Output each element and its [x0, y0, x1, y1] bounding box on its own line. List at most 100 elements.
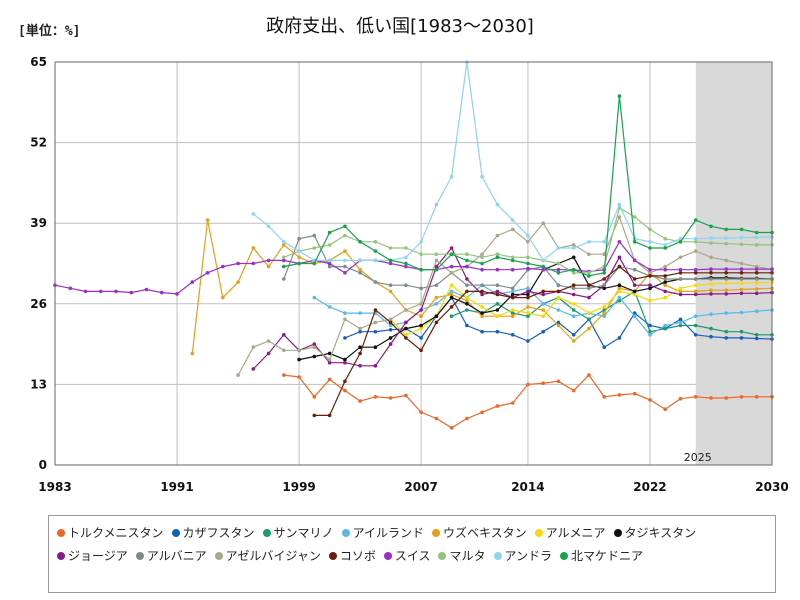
data-point: [343, 317, 347, 322]
data-point: [312, 345, 317, 350]
data-point: [602, 314, 606, 319]
legend-swatch: [214, 552, 223, 560]
data-point: [724, 271, 728, 275]
data-point: [282, 258, 286, 263]
data-point: [541, 221, 545, 225]
data-point: [754, 280, 759, 285]
data-point: [739, 395, 744, 399]
data-point: [114, 289, 118, 294]
data-point: [678, 255, 683, 260]
data-point: [343, 264, 347, 269]
data-point: [571, 267, 576, 272]
data-point: [526, 382, 530, 387]
data-point: [434, 252, 439, 256]
data-point: [434, 283, 439, 288]
data-point: [404, 336, 408, 340]
data-point: [693, 292, 698, 297]
data-point: [343, 233, 347, 238]
data-point: [709, 292, 713, 296]
data-point: [266, 339, 271, 343]
data-point: [251, 367, 256, 371]
forecast-label: 2025: [684, 451, 712, 464]
data-point: [129, 290, 134, 295]
data-point: [495, 252, 500, 256]
data-point: [541, 289, 545, 294]
data-point: [648, 398, 652, 402]
data-point: [510, 333, 515, 337]
data-point: [434, 302, 439, 306]
legend-label: アゼルバイジャン: [225, 549, 321, 563]
data-point: [465, 302, 469, 306]
data-point: [449, 289, 454, 294]
data-point: [632, 277, 637, 281]
data-point: [373, 364, 378, 368]
legend-swatch: [534, 529, 543, 537]
data-point: [404, 326, 408, 331]
data-point: [327, 261, 332, 266]
legend-entry: ジョージア: [57, 548, 128, 564]
legend-swatch: [613, 529, 622, 537]
data-point: [587, 326, 591, 331]
data-point: [327, 357, 332, 362]
data-point: [556, 271, 561, 275]
data-point: [526, 292, 530, 297]
data-point: [343, 379, 347, 384]
legend: トルクメニスタン カザフスタン サンマリノ アイルランド ウズベキスタン アルメニア タジキ…: [48, 515, 776, 593]
data-point: [495, 255, 500, 260]
data-point: [724, 292, 728, 296]
data-point: [419, 326, 423, 331]
data-point: [724, 241, 728, 246]
data-point: [465, 258, 469, 263]
data-point: [495, 283, 500, 288]
data-point: [282, 243, 286, 247]
data-point: [510, 258, 515, 263]
data-point: [663, 236, 667, 241]
data-point: [648, 267, 652, 272]
data-point: [526, 266, 530, 271]
legend-entry: タジキスタン: [613, 525, 696, 541]
data-point: [678, 396, 683, 401]
data-point: [312, 295, 317, 300]
data-point: [449, 292, 454, 297]
legend-label: ウズベキスタン: [442, 526, 527, 540]
data-point: [617, 264, 622, 269]
data-point: [663, 246, 667, 250]
data-point: [602, 395, 606, 399]
data-point: [312, 354, 317, 359]
data-point: [602, 305, 606, 309]
data-point: [602, 345, 606, 350]
data-point: [678, 267, 683, 272]
data-point: [480, 255, 484, 260]
data-point: [449, 426, 454, 430]
data-point: [693, 267, 698, 272]
plot-area: [55, 62, 772, 465]
data-point: [282, 264, 286, 269]
data-point: [709, 277, 713, 281]
data-point: [297, 375, 301, 379]
data-point: [434, 264, 439, 269]
data-point: [358, 258, 362, 263]
data-point: [632, 292, 637, 297]
data-point: [739, 267, 744, 271]
data-point: [526, 311, 530, 315]
data-point: [526, 240, 530, 244]
data-point: [510, 401, 515, 405]
data-point: [571, 283, 576, 288]
data-point: [678, 277, 683, 281]
legend-swatch: [438, 552, 447, 560]
data-point: [724, 288, 728, 293]
data-point: [663, 407, 667, 412]
data-point: [571, 243, 576, 247]
data-point: [648, 329, 652, 334]
data-point: [754, 395, 759, 399]
data-point: [617, 286, 622, 291]
legend-swatch: [171, 529, 180, 537]
data-point: [709, 271, 713, 275]
data-point: [404, 283, 408, 288]
data-point: [526, 314, 530, 319]
data-point: [358, 240, 362, 244]
data-point: [388, 342, 393, 346]
data-point: [693, 249, 698, 253]
data-point: [388, 246, 393, 250]
data-point: [739, 287, 744, 292]
